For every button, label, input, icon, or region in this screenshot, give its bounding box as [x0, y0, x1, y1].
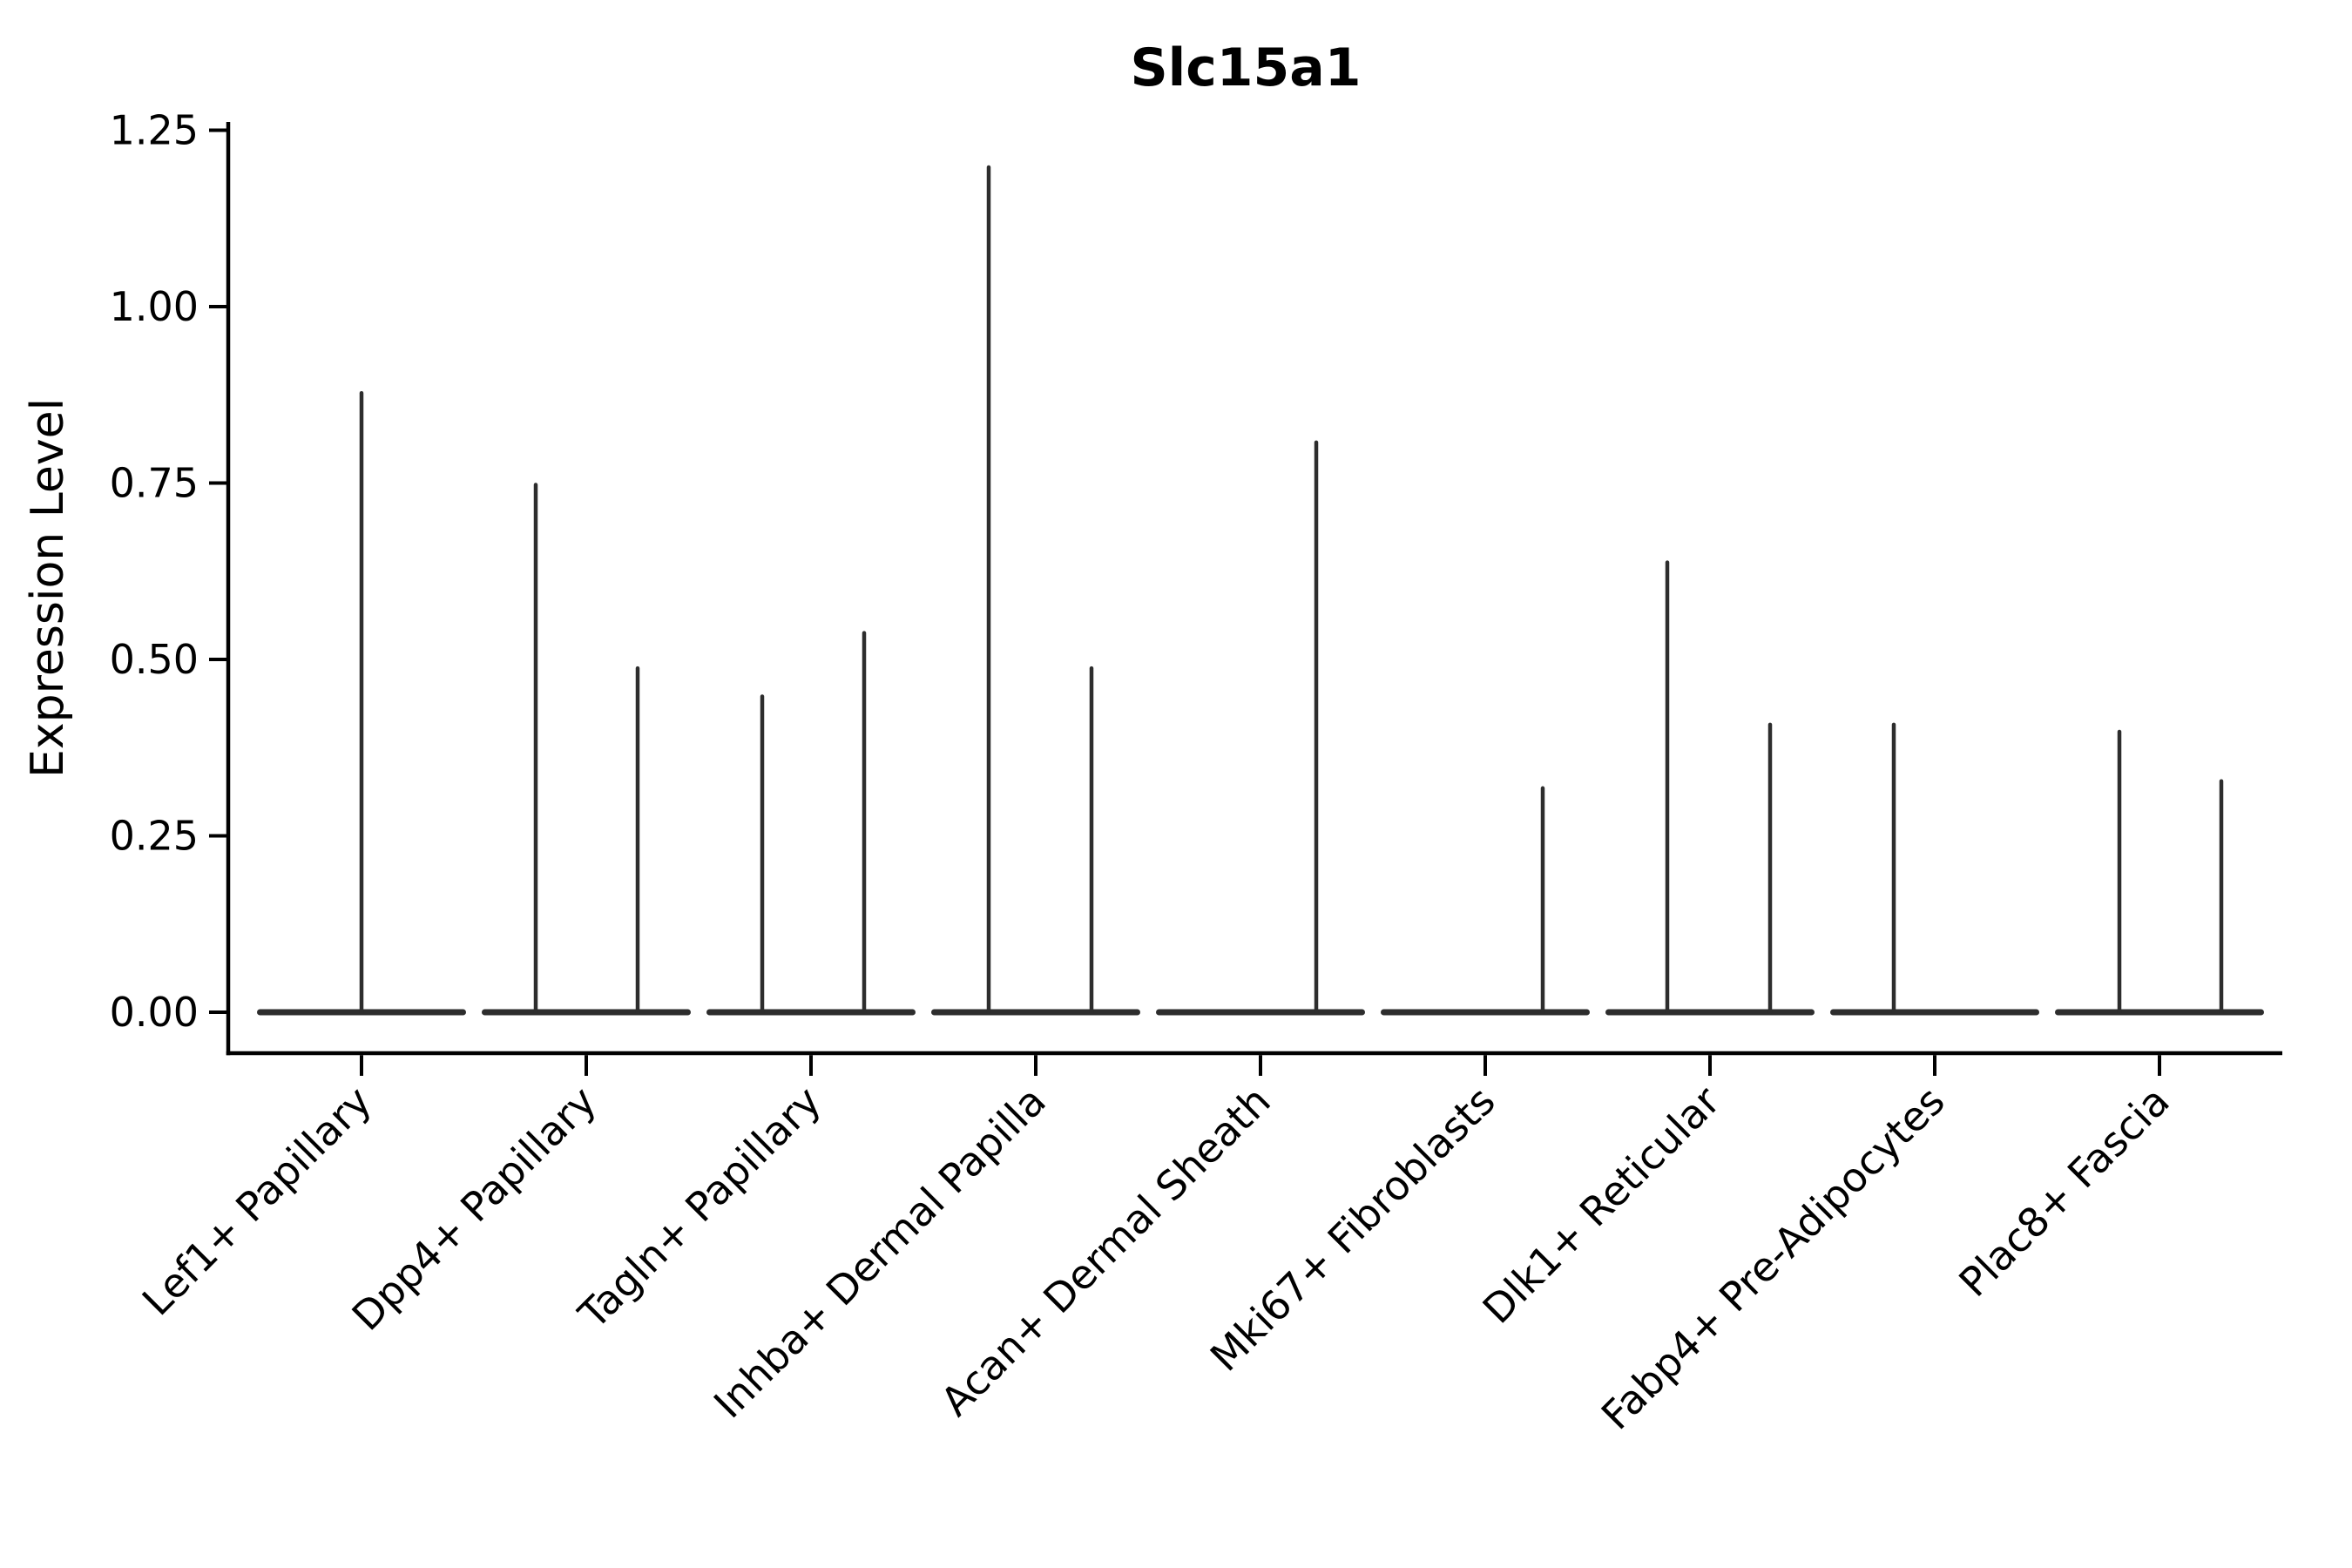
- y-tick-label: 0.50: [110, 636, 199, 683]
- x-tick-label: Dlk1+ Reticular: [1474, 1078, 1729, 1333]
- violin-body-baseline: [2055, 1009, 2264, 1016]
- y-tick-label: 0.75: [110, 460, 199, 507]
- violin-body-baseline: [1605, 1009, 1815, 1016]
- y-tick-label: 0.25: [110, 813, 199, 860]
- violin-body-baseline: [931, 1009, 1140, 1016]
- y-tick-label: 1.25: [110, 107, 199, 154]
- y-tick-label: 1.00: [110, 283, 199, 330]
- violin-body-baseline: [482, 1009, 691, 1016]
- violin-body-baseline: [1156, 1009, 1365, 1016]
- violin-body-baseline: [1381, 1009, 1590, 1016]
- y-axis-label: Expression Level: [22, 398, 74, 778]
- violin-body-baseline: [1830, 1009, 2039, 1016]
- x-tick-label: Plac8+ Fascia: [1950, 1078, 2178, 1306]
- y-tick-label: 0.00: [110, 989, 199, 1036]
- plot-title: Slc15a1: [1130, 37, 1361, 98]
- x-tick-label: Tagln+ Papillary: [569, 1078, 830, 1339]
- x-tick-label: Dpp4+ Papillary: [343, 1078, 605, 1340]
- x-tick-label: Lef1+ Papillary: [133, 1078, 381, 1325]
- violin-body-baseline: [706, 1009, 916, 1016]
